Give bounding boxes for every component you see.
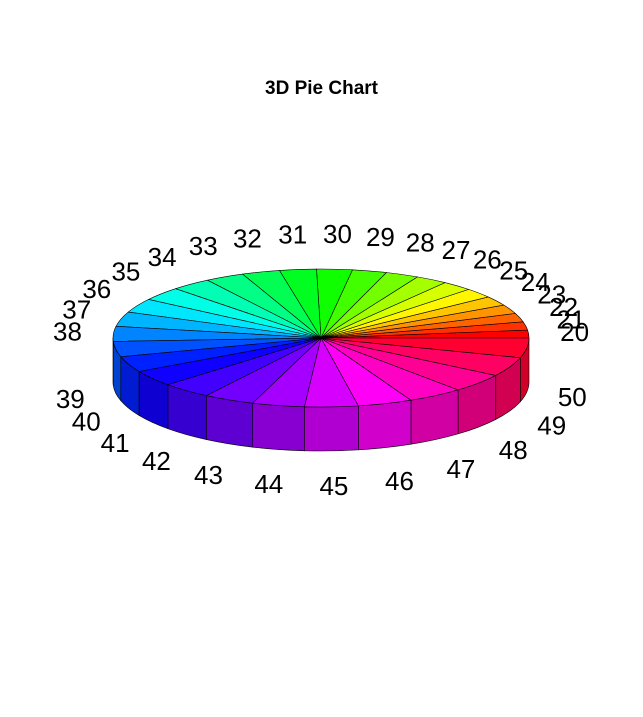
- slice-label-35: 35: [111, 256, 140, 286]
- pie-side-43: [206, 395, 254, 448]
- slice-label-26: 26: [473, 244, 502, 274]
- slice-label-21: 21: [557, 305, 586, 335]
- pie-side-46: [358, 399, 412, 451]
- slice-label-44: 44: [254, 469, 283, 499]
- slice-label-22: 22: [549, 292, 578, 322]
- slice-label-40: 40: [72, 407, 101, 437]
- chart-title: 3D Pie Chart: [265, 78, 379, 99]
- slice-label-33: 33: [189, 231, 218, 261]
- slice-label-41: 41: [101, 428, 130, 458]
- slice-label-45: 45: [319, 471, 348, 501]
- slice-label-25: 25: [499, 255, 528, 285]
- slice-label-32: 32: [233, 224, 262, 254]
- slice-label-46: 46: [385, 466, 414, 496]
- slice-label-30: 30: [323, 219, 352, 249]
- pie-slice-50: [320, 337, 530, 359]
- slice-label-49: 49: [537, 411, 566, 441]
- slice-label-42: 42: [142, 446, 171, 476]
- slice-label-38: 38: [53, 317, 82, 347]
- pie-top: [112, 268, 530, 408]
- slice-label-20: 20: [560, 317, 589, 347]
- slice-label-47: 47: [446, 454, 475, 484]
- slice-label-43: 43: [194, 460, 223, 490]
- slice-label-31: 31: [278, 220, 307, 250]
- slice-label-48: 48: [499, 435, 528, 465]
- slice-label-27: 27: [442, 235, 471, 265]
- slice-label-37: 37: [62, 295, 91, 325]
- pie-side-44: [252, 402, 305, 452]
- slice-label-34: 34: [148, 242, 177, 272]
- slice-label-36: 36: [82, 274, 111, 304]
- slice-label-23: 23: [537, 280, 566, 310]
- slice-label-39: 39: [56, 384, 85, 414]
- pie-side-45: [304, 405, 359, 452]
- slice-label-29: 29: [366, 222, 395, 252]
- slice-label-50: 50: [558, 382, 587, 412]
- slice-label-24: 24: [521, 267, 550, 297]
- slice-label-28: 28: [406, 227, 435, 257]
